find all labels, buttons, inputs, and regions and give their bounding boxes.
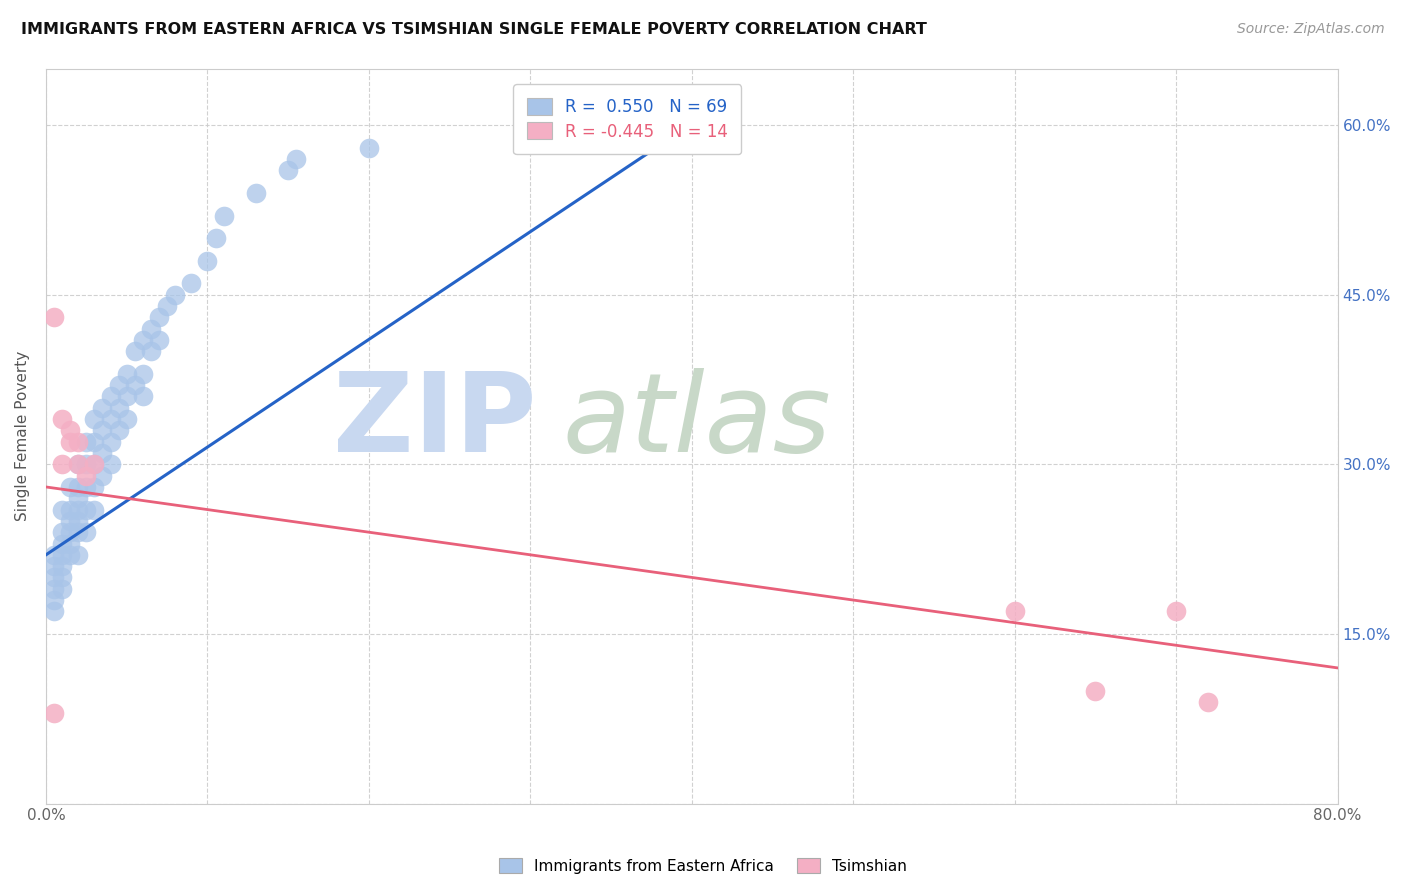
Point [51,502,73,516]
Point [67,480,90,494]
Point [75,525,97,540]
Point [75,434,97,449]
Point [51,458,73,472]
Point [212,209,235,223]
Point [59,548,82,562]
Point [51,559,73,574]
Point [197,253,219,268]
Point [67,434,90,449]
Point [285,152,308,166]
Point [75,468,97,483]
Point [1198,695,1220,709]
Point [59,502,82,516]
Point [42,559,65,574]
Point [115,389,138,403]
Point [59,480,82,494]
Point [91,468,114,483]
Point [67,491,90,506]
Point [165,287,187,301]
Point [83,434,105,449]
Point [42,706,65,720]
Point [67,502,90,516]
Text: Source: ZipAtlas.com: Source: ZipAtlas.com [1237,22,1385,37]
Point [277,163,299,178]
Point [42,582,65,596]
Y-axis label: Single Female Poverty: Single Female Poverty [15,351,30,521]
Point [75,502,97,516]
Point [83,502,105,516]
Point [67,458,90,472]
Point [139,321,162,335]
Point [75,458,97,472]
Text: atlas: atlas [562,368,831,475]
Point [91,424,114,438]
Point [107,401,129,415]
Point [148,310,170,325]
Legend: R =  0.550   N = 69, R = -0.445   N = 14: R = 0.550 N = 69, R = -0.445 N = 14 [513,84,741,154]
Point [148,333,170,347]
Point [51,525,73,540]
Point [83,412,105,426]
Point [42,593,65,607]
Point [132,389,155,403]
Point [357,141,380,155]
Point [51,548,73,562]
Point [115,412,138,426]
Point [59,434,82,449]
Point [67,525,90,540]
Point [1004,604,1026,618]
Text: ZIP: ZIP [333,368,537,475]
Point [204,231,226,245]
Point [156,299,179,313]
Point [1166,604,1188,618]
Point [67,458,90,472]
Point [51,536,73,550]
Point [124,344,146,359]
Point [124,378,146,392]
Point [42,604,65,618]
Legend: Immigrants from Eastern Africa, Tsimshian: Immigrants from Eastern Africa, Tsimshia… [494,852,912,880]
Point [107,378,129,392]
Point [59,424,82,438]
Point [139,344,162,359]
Point [83,458,105,472]
Point [1084,683,1107,698]
Point [59,536,82,550]
Point [83,480,105,494]
Point [75,480,97,494]
Point [100,458,122,472]
Point [59,525,82,540]
Point [42,548,65,562]
Point [59,514,82,528]
Point [67,548,90,562]
Point [115,367,138,381]
Point [42,570,65,584]
Point [91,401,114,415]
Point [100,389,122,403]
Point [245,186,267,200]
Point [42,310,65,325]
Point [51,570,73,584]
Point [83,458,105,472]
Point [51,582,73,596]
Point [91,446,114,460]
Point [67,514,90,528]
Point [100,434,122,449]
Point [100,412,122,426]
Point [132,333,155,347]
Text: IMMIGRANTS FROM EASTERN AFRICA VS TSIMSHIAN SINGLE FEMALE POVERTY CORRELATION CH: IMMIGRANTS FROM EASTERN AFRICA VS TSIMSH… [21,22,927,37]
Point [132,367,155,381]
Point [107,424,129,438]
Point [51,412,73,426]
Point [180,277,202,291]
